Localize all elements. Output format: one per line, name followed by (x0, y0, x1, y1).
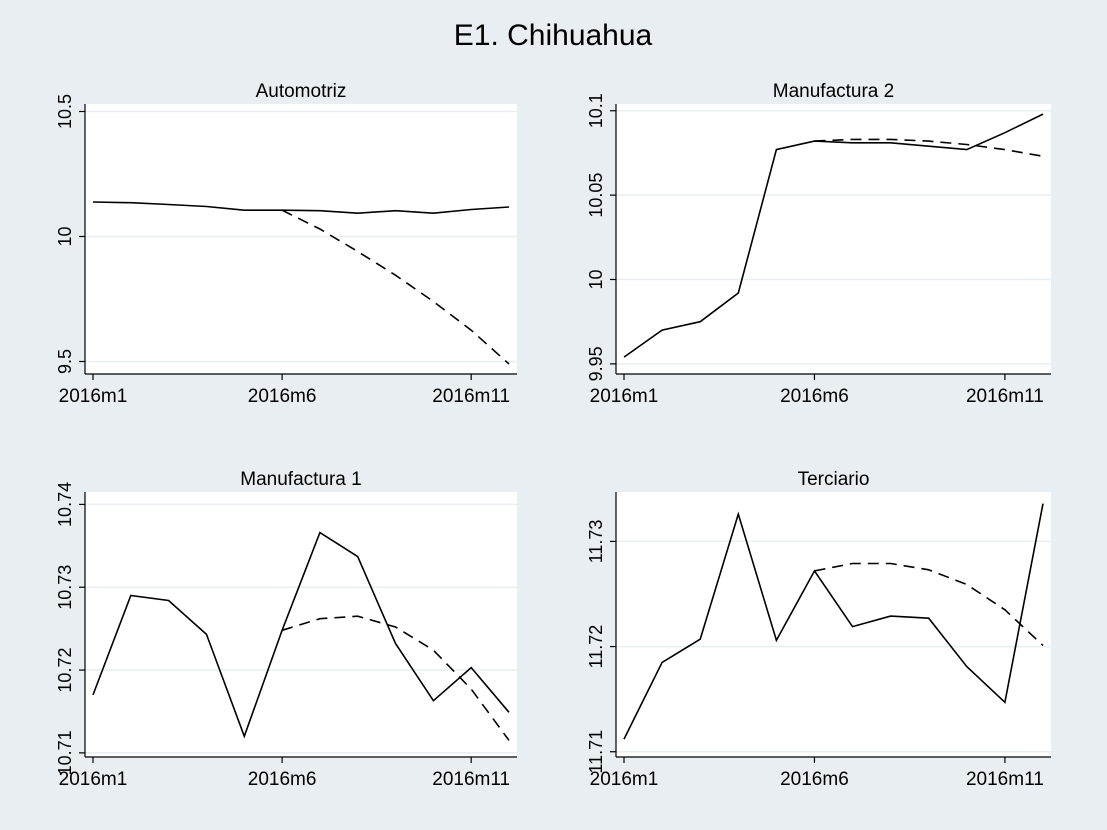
y-tick-label: 10 (55, 226, 75, 246)
actual-line (623, 503, 1044, 740)
y-tick-label: 10 (586, 269, 606, 289)
forecast-line (814, 138, 1044, 158)
actual-line (623, 113, 1044, 358)
y-tick-label: 11.73 (586, 520, 606, 564)
figure-title: E1. Chihuahua (454, 19, 653, 52)
x-tick-label: 2016m6 (248, 386, 317, 407)
y-tick-label: 10.1 (586, 93, 606, 128)
y-tick-label: 11.72 (586, 625, 606, 669)
chart-panel-0: 9.5 10 10.5 2016m1 2016m6 2016m11 Automotriz (55, 81, 517, 407)
panel-title: Automotriz (256, 81, 347, 102)
y-tick-label: 10.74 (55, 482, 75, 527)
x-tick-label: 2016m6 (780, 386, 849, 407)
y-tick-label: 10.73 (55, 565, 75, 610)
chart-panel-1: 9.95 10 10.05 10.1 2016m1 2016m6 2016m11 Manufa… (586, 81, 1051, 407)
y-tick-label: 9.5 (55, 349, 75, 374)
panel-title: Terciario (798, 469, 870, 490)
forecast-line (281, 615, 510, 741)
actual-line (92, 201, 510, 215)
y-tick-label: 9.95 (586, 346, 606, 381)
y-tick-label: 10.5 (55, 94, 75, 129)
x-tick-label: 2016m6 (248, 769, 317, 790)
x-tick-label: 2016m11 (966, 769, 1044, 790)
x-tick-label: 2016m6 (780, 769, 849, 790)
x-tick-label: 2016m1 (59, 769, 128, 790)
chart-panel-3: 11.71 11.72 11.73 2016m1 2016m6 2016m11 Tercia… (586, 469, 1051, 790)
x-tick-label: 2016m1 (590, 769, 659, 790)
x-tick-label: 2016m1 (59, 386, 128, 407)
x-tick-label: 2016m11 (432, 769, 510, 790)
x-tick-label: 2016m11 (966, 386, 1044, 407)
y-tick-label: 11.71 (586, 730, 606, 774)
y-tick-label: 10.05 (586, 173, 606, 218)
y-tick-label: 10.72 (55, 648, 75, 693)
chart-panel-2: 10.71 10.72 10.73 10.74 2016m1 2016m6 2016m11 M… (55, 469, 517, 790)
forecast-line (281, 209, 510, 365)
x-tick-label: 2016m11 (432, 386, 510, 407)
y-tick-label: 10.71 (55, 730, 75, 775)
x-tick-label: 2016m1 (590, 386, 659, 407)
actual-line (92, 531, 510, 739)
plot-area (85, 104, 517, 374)
panel-title: Manufactura 1 (240, 469, 361, 490)
panel-title: Manufactura 2 (773, 81, 894, 102)
plot-area (616, 492, 1051, 757)
plot-area (616, 104, 1051, 374)
forecast-line (814, 562, 1044, 647)
